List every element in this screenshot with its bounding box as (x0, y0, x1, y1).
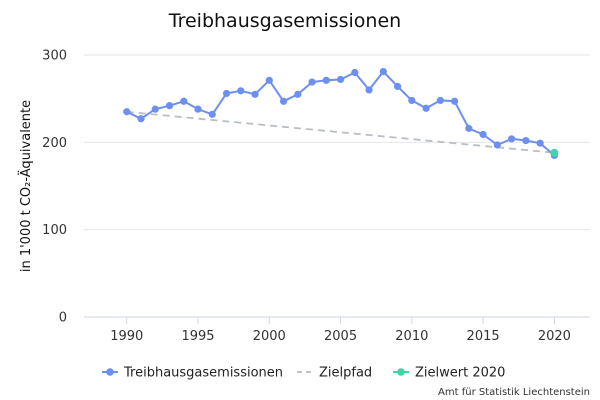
data-point-2008[interactable] (379, 67, 387, 76)
data-point-1999[interactable] (251, 90, 259, 98)
y-tick-label-300: 300 (42, 49, 67, 64)
series-treibhausgasemissionen (123, 67, 558, 160)
data-point-2016[interactable] (493, 141, 501, 149)
source-credit: Amt für Statistik Liechtenstein (438, 387, 590, 398)
legend-label: Treibhausgasemissionen (123, 366, 283, 381)
data-point-2004[interactable] (322, 76, 330, 84)
y-axis-label: in 1'000 t CO₂-Äquivalente (18, 100, 34, 272)
grid-layer (84, 54, 590, 231)
data-point-1997[interactable] (222, 89, 231, 98)
legend-label: Zielwert 2020 (415, 366, 505, 381)
data-point-2001[interactable] (279, 97, 288, 105)
data-point-1994[interactable] (180, 97, 188, 105)
data-point-2014[interactable] (465, 124, 473, 132)
x-tick-label-1995: 1995 (181, 329, 214, 344)
series-zielpfad (126, 110, 555, 154)
data-point-2006[interactable] (351, 68, 359, 77)
data-point-2017[interactable] (508, 135, 516, 143)
data-point-1992[interactable] (151, 105, 159, 113)
x-tick-label-2010: 2010 (395, 329, 428, 344)
axis-layer: 0 100 200 300 1990 1995 2000 2005 2010 2015 2020 (42, 49, 590, 344)
x-tick-label-2020: 2020 (538, 329, 571, 344)
data-point-2000[interactable] (265, 76, 273, 84)
legend-item-zielwert-2020[interactable]: Zielwert 2020 (393, 366, 505, 381)
legend-label: Zielpfad (319, 366, 372, 381)
data-point-1996[interactable] (208, 110, 216, 118)
data-point-2018[interactable] (522, 136, 530, 145)
data-point-2009[interactable] (393, 82, 402, 91)
x-tick-label-2000: 2000 (253, 329, 286, 344)
data-point-2005[interactable] (336, 75, 345, 84)
data-point-1995[interactable] (194, 105, 202, 113)
legend-item-zielpfad[interactable]: Zielpfad (297, 366, 372, 381)
x-tick-label-2015: 2015 (467, 329, 500, 344)
data-point-2015[interactable] (479, 130, 487, 139)
y-tick-label-0: 0 (59, 311, 67, 326)
data-point-1993[interactable] (165, 102, 174, 110)
legend-symbol-marker (106, 368, 114, 376)
legend: Treibhausgasemissionen Zielpfad Zielwert 2… (102, 366, 505, 381)
data-point-1991[interactable] (137, 115, 145, 123)
legend-symbol-marker (397, 368, 405, 376)
data-point-2019[interactable] (536, 139, 544, 147)
data-point-2003[interactable] (308, 78, 316, 86)
chart-title: Treibhausgasemissionen (168, 10, 401, 32)
data-point-2011[interactable] (422, 104, 430, 112)
series-line-zielpfad (126, 110, 555, 154)
target-point-2020[interactable] (550, 148, 559, 157)
y-tick-label-100: 100 (42, 223, 67, 238)
data-point-2010[interactable] (408, 96, 416, 105)
y-tick-label-200: 200 (42, 136, 67, 151)
data-point-2012[interactable] (436, 96, 444, 105)
data-point-1990[interactable] (123, 108, 131, 116)
data-point-2002[interactable] (294, 90, 302, 98)
series-layer (123, 67, 559, 160)
data-point-2013[interactable] (450, 97, 459, 105)
series-zielwert-2020 (550, 148, 559, 157)
x-tick-label-2005: 2005 (324, 329, 357, 344)
legend-item-treibhausgasemissionen[interactable]: Treibhausgasemissionen (102, 366, 283, 381)
x-tick-label-1990: 1990 (110, 329, 143, 344)
data-point-1998[interactable] (237, 87, 245, 95)
data-point-2007[interactable] (365, 86, 373, 94)
